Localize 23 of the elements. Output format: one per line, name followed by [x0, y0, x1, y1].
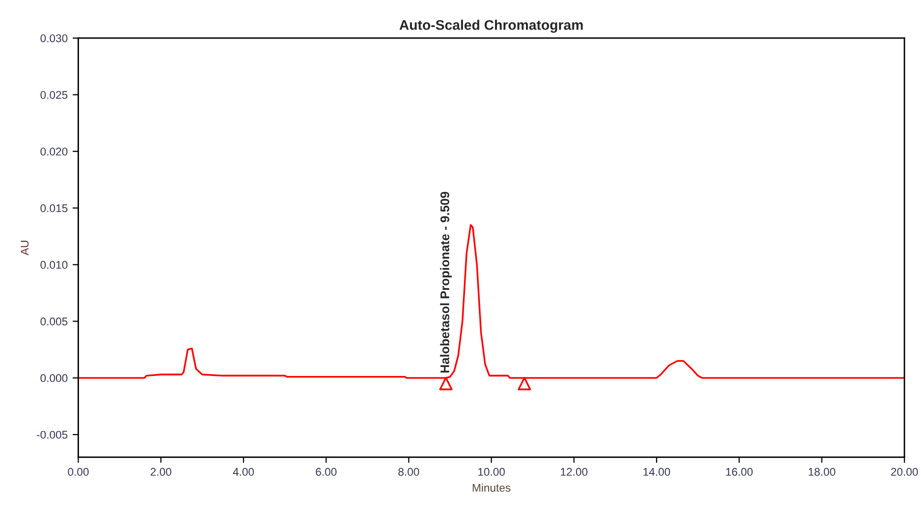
annotation: Halobetasol Propionate - 9.509 — [440, 192, 452, 373]
y-tick-label: 0.010 — [40, 260, 68, 269]
y-tick-label: 0.015 — [40, 204, 68, 212]
y-tick-label: 0.005 — [40, 318, 68, 326]
y-tick-label: -0.005 — [36, 430, 68, 439]
x-tick-label: 10.00 — [478, 468, 505, 476]
y-tick-label: 0.030 — [40, 34, 68, 42]
x-tick-label: 12.00 — [560, 468, 588, 476]
x-tick-label: 16.00 — [726, 468, 753, 476]
x-tick-label: 18.00 — [808, 468, 836, 476]
x-tick-label: 6.00 — [316, 468, 337, 476]
y-tick-label: 0.025 — [40, 91, 68, 99]
x-tick-label: 0.00 — [68, 468, 89, 476]
x-tick-label: 20.00 — [891, 468, 918, 476]
y-axis-title: AU — [20, 240, 29, 256]
x-tick-label: 8.00 — [398, 468, 420, 476]
chart-title: Auto-Scaled Chromatogram — [399, 20, 583, 33]
y-tick-label: 0.020 — [40, 148, 68, 156]
y-tick-label: 0.000 — [40, 374, 68, 382]
x-tick-label: 4.00 — [232, 468, 254, 476]
x-tick-label: 14.00 — [644, 468, 670, 476]
x-axis-title: Minutes — [472, 484, 510, 492]
x-tick-label: 2.00 — [150, 468, 172, 476]
